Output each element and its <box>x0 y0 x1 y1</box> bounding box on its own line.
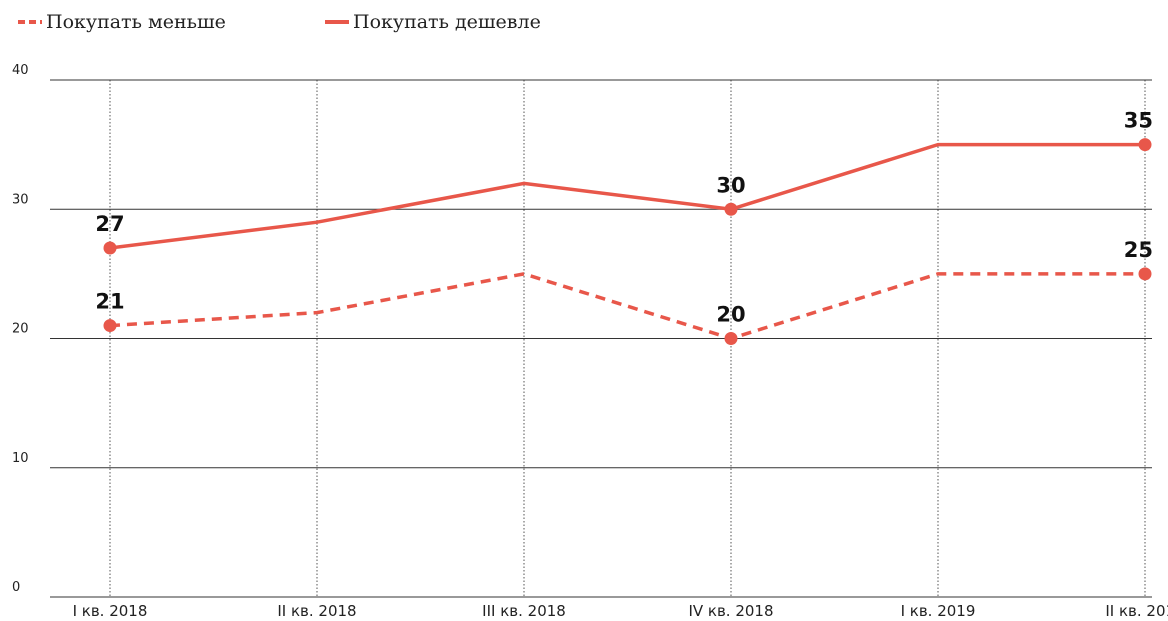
y-tick-label: 10 <box>12 451 29 466</box>
point <box>1138 267 1152 281</box>
data-label: 21 <box>95 290 124 314</box>
legend-label: Покупать меньше <box>46 11 226 33</box>
point <box>724 202 738 216</box>
point <box>103 241 117 255</box>
x-tick-label: I кв. 2018 <box>73 602 148 620</box>
data-label: 27 <box>95 212 124 236</box>
data-label: 25 <box>1124 238 1153 262</box>
line <box>109 272 1145 341</box>
x-tick-label: II кв. 2018 <box>277 602 356 620</box>
x-tick-label: I кв. 2019 <box>901 602 976 620</box>
line <box>109 142 1145 250</box>
data-label: 35 <box>1124 109 1153 133</box>
x-tick-label: IV кв. 2018 <box>688 602 773 620</box>
legend-label: Покупать дешевле <box>353 11 541 33</box>
y-tick-label: 30 <box>12 192 29 207</box>
y-tick-label: 40 <box>12 63 29 78</box>
data-label: 20 <box>716 303 745 327</box>
point <box>724 332 738 345</box>
y-tick-label: 0 <box>12 580 20 595</box>
x-tick-label: II кв. 2019 <box>1105 602 1168 620</box>
x-tick-label: III кв. 2018 <box>482 602 566 620</box>
point <box>103 319 117 333</box>
data-label: 30 <box>716 173 745 197</box>
y-tick-label: 20 <box>12 322 29 337</box>
point <box>1138 138 1152 152</box>
